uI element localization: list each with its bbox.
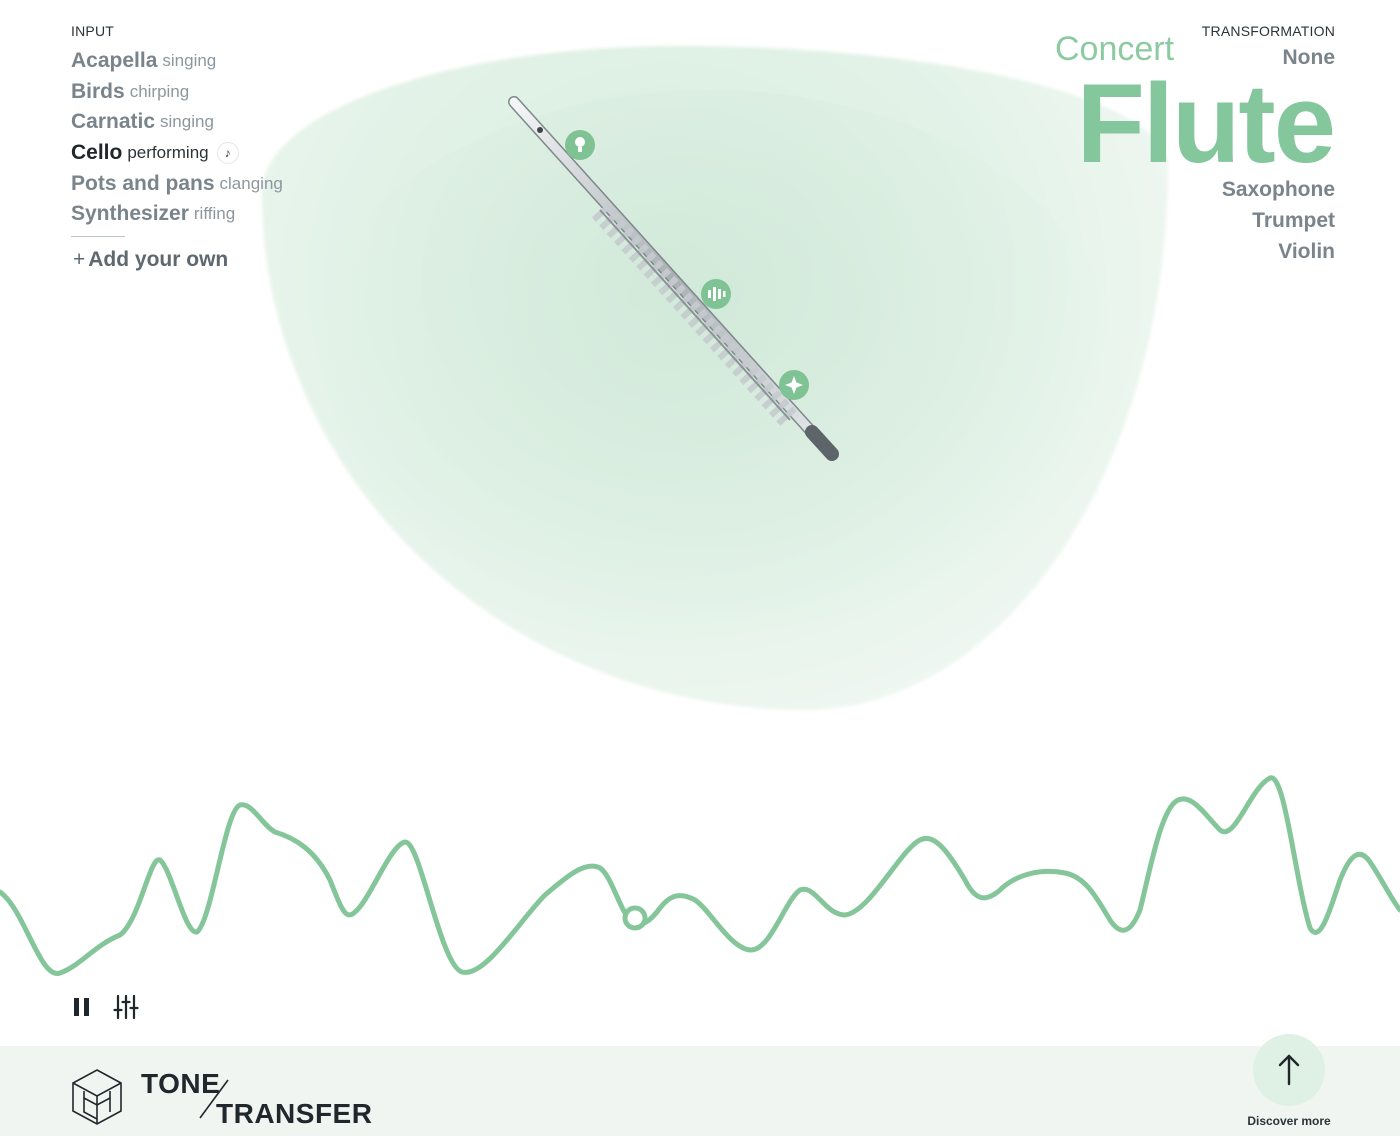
flute-body bbox=[508, 96, 839, 461]
input-item-carnatic[interactable]: Carnatic singing bbox=[71, 107, 283, 138]
waveform-line bbox=[0, 775, 1400, 976]
arrow-up-icon bbox=[1278, 1054, 1300, 1086]
discover-more-button[interactable] bbox=[1253, 1034, 1325, 1106]
music-note-icon[interactable]: ♪ bbox=[216, 142, 239, 165]
waveform-icon[interactable] bbox=[701, 279, 731, 309]
input-item-verb: clanging bbox=[219, 173, 283, 193]
transformation-option-violin[interactable]: Violin bbox=[1278, 240, 1335, 263]
input-item-verb: chirping bbox=[129, 81, 190, 101]
input-section-label: INPUT bbox=[71, 23, 114, 39]
input-item-verb: performing bbox=[127, 143, 209, 163]
input-item-name: Acapella bbox=[71, 49, 158, 73]
pause-icon[interactable] bbox=[70, 994, 94, 1020]
input-divider bbox=[71, 236, 125, 237]
input-item-name: Cello bbox=[71, 141, 123, 165]
input-item-verb: riffing bbox=[193, 204, 236, 224]
input-item-name: Pots and pans bbox=[71, 171, 215, 195]
brand-line-transfer: TRANSFER bbox=[216, 1098, 373, 1129]
input-item-synthesizer[interactable]: Synthesizer riffing bbox=[71, 199, 283, 230]
audio-waveform[interactable] bbox=[0, 760, 1400, 1000]
discover-more-label[interactable]: Discover more bbox=[1247, 1114, 1331, 1128]
plus-icon: + bbox=[73, 248, 86, 271]
add-your-own-button[interactable]: + Add your own bbox=[73, 248, 228, 272]
sliders-icon[interactable] bbox=[112, 993, 140, 1021]
transformation-option-none[interactable]: None bbox=[1282, 46, 1336, 69]
watercolor-highlight bbox=[300, 90, 1120, 650]
lightbulb-icon[interactable] bbox=[565, 130, 595, 160]
selected-instrument-prefix: Concert bbox=[1055, 30, 1175, 68]
sparkle-icon[interactable] bbox=[779, 370, 809, 400]
input-item-pots-and-pans[interactable]: Pots and pans clanging bbox=[71, 168, 283, 199]
footer bbox=[0, 1046, 1400, 1136]
flute-illustration bbox=[508, 96, 839, 461]
transformation-option-saxophone[interactable]: Saxophone bbox=[1221, 178, 1335, 201]
input-list: Acapella singing Birds chirping Carnatic… bbox=[71, 46, 283, 230]
brand-slash-divider bbox=[199, 1079, 229, 1119]
transformation-section-label: TRANSFORMATION bbox=[1201, 23, 1335, 39]
playhead-handle[interactable] bbox=[622, 905, 648, 931]
brand-line-tone: TONE bbox=[141, 1068, 221, 1099]
transformation-option-trumpet[interactable]: Trumpet bbox=[1252, 209, 1335, 232]
input-item-name: Synthesizer bbox=[71, 202, 189, 226]
input-item-verb: singing bbox=[160, 112, 214, 132]
add-your-own-label: Add your own bbox=[88, 248, 229, 271]
tone-transfer-logo-icon[interactable] bbox=[70, 1068, 124, 1126]
input-item-name: Birds bbox=[71, 79, 125, 103]
selected-instrument-title[interactable]: Flute bbox=[1076, 61, 1336, 186]
input-item-cello[interactable]: Cello performing ♪ bbox=[71, 138, 283, 169]
input-item-name: Carnatic bbox=[71, 110, 156, 134]
input-item-verb: singing bbox=[162, 51, 217, 71]
input-item-birds[interactable]: Birds chirping bbox=[71, 77, 283, 108]
input-item-acapella[interactable]: Acapella singing bbox=[71, 46, 283, 77]
